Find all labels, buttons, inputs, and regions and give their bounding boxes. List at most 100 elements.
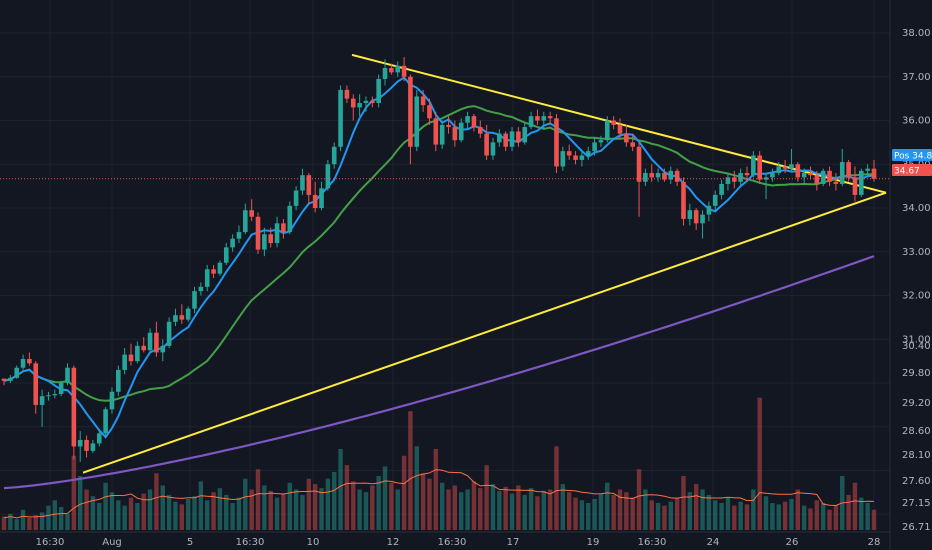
volume-bar [586,503,591,530]
candle-body [458,122,464,141]
candle-body [782,166,788,169]
volume-bar [211,492,216,530]
y-tick-label: 29.20 [902,398,931,409]
volume-bar [808,508,813,530]
price-tag-text: 34.67 [894,167,920,177]
volume-bar [528,488,534,530]
ma-slow-line [3,255,875,490]
volume-bar [782,501,788,530]
volume-bar [871,509,877,530]
volume-bar [541,490,546,530]
volume-bar [230,503,235,530]
candle-body [865,168,870,171]
candle-body [833,181,839,184]
volume-bar [249,489,254,530]
trendline-layer [82,53,887,474]
candle-body [795,164,801,178]
candle-body [103,409,108,434]
volume-bar [166,494,172,530]
volume-bar [605,482,610,530]
x-tick-label: 17 [507,537,520,548]
volume-bar [732,505,737,530]
candle-body [389,68,394,73]
candle-body [649,173,655,178]
price-axis[interactable]: 38.0037.0036.0035.0034.0033.0032.0031.00… [889,0,932,550]
volume-bar [205,500,210,530]
volume-bar [433,449,439,530]
candle-body [439,124,445,145]
volume-bar [135,503,140,530]
candle-body [852,177,858,195]
volume-bar [408,411,413,530]
candle-body [223,247,229,263]
candle-body [312,194,318,209]
time-axis[interactable]: 16:30 Aug 5 16:30 10 12 16:30 17 19 16:30 24 26 28 [0,531,890,548]
candle-body [763,177,769,180]
candle-body [477,127,483,134]
grid-layer [0,0,890,527]
volume-bar [344,465,350,530]
volume-bar [706,494,712,530]
candle-body [751,155,756,176]
volume-bar [262,485,267,530]
candle-body [693,210,699,224]
moving-average-layer [3,76,875,490]
volume-bar [351,481,356,530]
volume-bar [420,473,426,530]
volume-bar [598,493,604,530]
candle-body [325,164,331,189]
volume-bar [446,489,451,530]
candle-body [585,151,591,156]
trendline [82,191,887,474]
volume-bar [90,496,96,530]
candle-body [516,131,521,143]
candle-body [401,65,407,77]
volume-bar [39,512,45,530]
candle-body [268,234,274,244]
volume-bar [141,493,146,530]
price-tag [892,149,932,161]
candle-body [814,175,820,184]
volume-bar [668,501,673,530]
volume-bar [401,455,407,530]
x-tick-label: 16:30 [36,537,65,548]
candle-body [560,151,566,167]
volume-bar [147,489,153,530]
candle-body [185,308,191,320]
x-tick-label: 12 [387,537,400,548]
volume-bar [103,482,108,530]
volume-bar [287,482,292,530]
volume-bar [846,494,851,530]
volume-bar [293,489,299,530]
candle-body [217,262,223,274]
candle-body [135,345,140,362]
candle-body [154,332,159,353]
volume-bar [814,500,820,530]
volume-bar [535,496,540,530]
volume-bar [173,501,178,530]
volume-bar [674,497,680,530]
y-tick-label: 30.40 [902,341,931,352]
volume-bar [185,498,191,530]
candle-body [674,170,680,182]
volume-bar [516,485,521,530]
volume-bar [198,481,204,530]
volume-bar [255,469,261,530]
price-axis-bg [890,0,932,550]
volume-layer [1,397,877,530]
ma-fast-line [3,76,875,439]
candle-body [566,151,572,156]
volume-bar [27,517,32,530]
x-tick-label: 26 [786,537,799,548]
volume-bar [78,476,83,530]
candle-body [427,105,432,119]
candle-body [643,173,648,182]
candle-body [433,118,439,145]
volume-bar [611,494,616,530]
candle-body [58,383,64,394]
volume-bar [592,498,597,530]
candle-body [90,443,96,451]
y-tick-label: 32.00 [902,291,931,302]
candle-body [522,127,528,143]
